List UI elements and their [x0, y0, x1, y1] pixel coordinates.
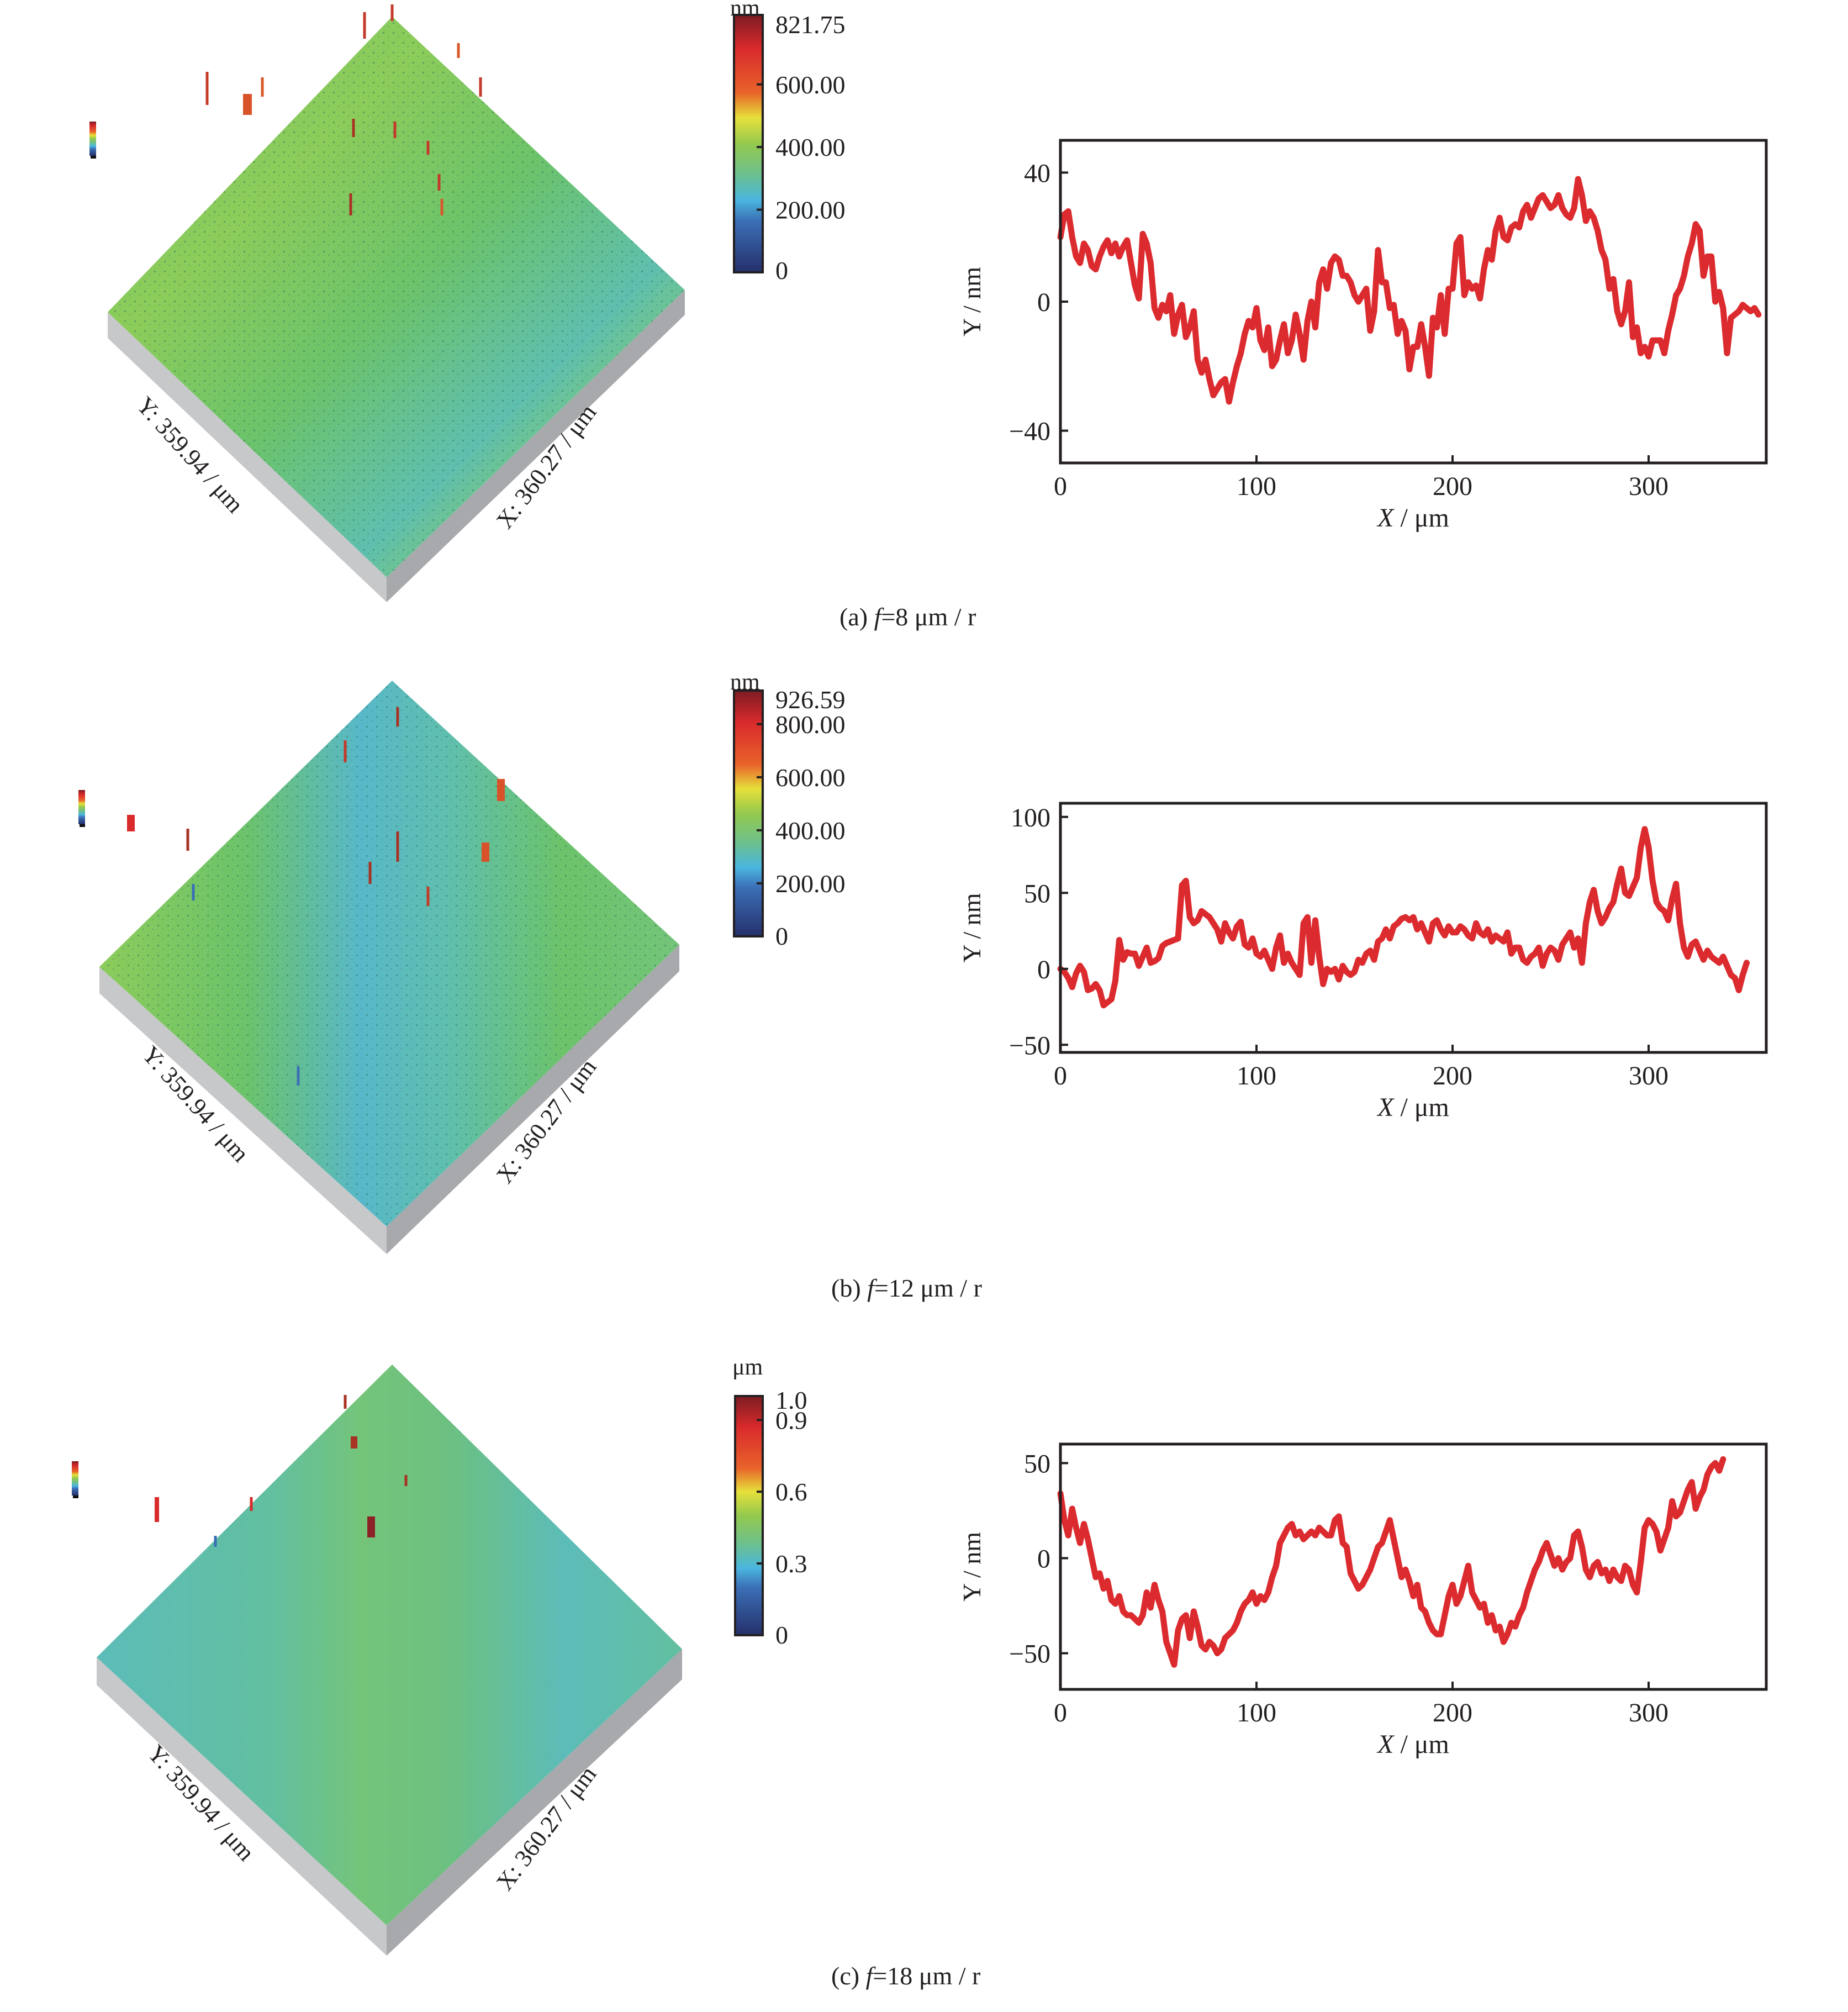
x-tick-label: 100	[1237, 1698, 1276, 1727]
y-axis-label: Y / nm	[958, 267, 986, 336]
surface-left-side	[108, 312, 387, 602]
colorbar-tick-label: 400.00	[775, 817, 846, 845]
y-tick-label: −40	[1009, 417, 1050, 446]
x-tick-label: 200	[1433, 472, 1472, 501]
plot-frame	[1059, 802, 1768, 1054]
y-tick-label: 40	[1024, 159, 1050, 188]
colorbar-tick-label: 800.00	[775, 710, 846, 739]
surface-peaks	[205, 4, 482, 215]
colorbar-gradient	[733, 689, 764, 937]
x-axis-label: X / μm	[1376, 1730, 1449, 1759]
surface-texture	[99, 681, 679, 1226]
panel-b: Y: 359.94 / μm X: 360.27 / μm nm 800.00 6…	[0, 674, 1848, 1326]
colorbar-min-label: 0	[775, 256, 788, 285]
x-tick-label: 0	[1054, 472, 1067, 501]
x-tick-label: 0	[1054, 1061, 1067, 1091]
x-tick-label: 300	[1629, 472, 1669, 501]
x-tick-label: 300	[1629, 1061, 1669, 1091]
surface-3d-plot: Y: 359.94 / μm X: 360.27 / μm	[78, 681, 679, 1254]
plot-frame	[1059, 1442, 1768, 1691]
y-tick-label: 50	[1024, 1449, 1050, 1478]
y-tick-label: 0	[1037, 288, 1050, 317]
surface-right-side	[387, 290, 685, 602]
colorbar-min-label: 0	[775, 1621, 788, 1649]
colorbar-max-label: 926.59	[775, 686, 846, 714]
figure-caption: (b) f=12 μm / r	[831, 1274, 982, 1302]
y-axis-label: Y / nm	[958, 893, 986, 962]
colorbar-ticks: 600.00 400.00 200.00	[757, 71, 846, 224]
surface-left-side	[99, 967, 387, 1254]
surface-right-side	[387, 945, 679, 1254]
x-tick-label: 100	[1237, 1061, 1276, 1091]
x-tick-label: 200	[1433, 1061, 1472, 1091]
colorbar-ticks: 800.00 600.00 400.00 200.00	[757, 710, 846, 898]
colorbar-min-label: 0	[775, 922, 788, 950]
surface-peaks	[155, 1395, 408, 1547]
colorbar-tick-label: 0.6	[775, 1478, 807, 1506]
panel-a: Y: 359.94 / μm X: 360.27 / μm nm 600.00 4…	[0, 0, 1848, 652]
colorbar-max-label: 1.0	[775, 1386, 807, 1414]
x-tick-label: 300	[1629, 1698, 1669, 1727]
colorbar-unit: μm	[732, 1355, 763, 1380]
y-tick-label: 0	[1037, 1545, 1050, 1574]
surface-3d-plot: Y: 359.94 / μm X: 360.27 / μm	[89, 4, 685, 602]
figure-caption: (c) f=18 μm / r	[831, 1962, 981, 1990]
surface-texture	[108, 17, 685, 577]
mini-colorbar	[72, 1461, 78, 1498]
colorbar-tick-label: 200.00	[775, 870, 846, 898]
colorbar-max-label: 821.75	[775, 10, 846, 39]
colorbar-tick-label: 600.00	[775, 71, 846, 99]
colorbar-gradient	[734, 1395, 764, 1636]
x-tick-label: 200	[1433, 1698, 1472, 1727]
colorbar-tick-label: 600.00	[775, 763, 846, 792]
colorbar-tick-label: 400.00	[775, 133, 846, 161]
colorbar-ticks: 0.9 0.6 0.3	[757, 1406, 807, 1578]
profile-line	[1057, 826, 1750, 1009]
mini-colorbar	[78, 790, 85, 827]
colorbar-gradient	[733, 14, 764, 273]
y-tick-label: 50	[1024, 879, 1050, 908]
surface-left-side	[97, 1657, 387, 1956]
mini-colorbar	[89, 122, 96, 159]
profile-line	[1057, 176, 1762, 405]
surface-right-side	[387, 1649, 682, 1956]
colorbar-tick-label: 0.3	[775, 1550, 807, 1578]
y-tick-label: −50	[1009, 1031, 1050, 1060]
x-tick-label: 0	[1054, 1698, 1067, 1727]
surface-peaks	[127, 707, 505, 1086]
x-tick-label: 100	[1237, 472, 1276, 501]
surface-3d-plot: Y: 359.94 / μm X: 360.27 / μm	[72, 1365, 682, 1956]
y-tick-label: −50	[1009, 1640, 1050, 1669]
colorbar: μm 0.9 0.6 0.3 1.0 0	[732, 1355, 807, 1649]
x-axis-label: X / μm	[1376, 503, 1449, 533]
y-axis-label: Y / nm	[958, 1532, 986, 1602]
colorbar-tick-label: 200.00	[775, 196, 846, 224]
y-tick-label: 100	[1011, 803, 1050, 833]
figure-caption: (a) f=8 μm / r	[839, 603, 976, 631]
panel-c: Y: 359.94 / μm X: 360.27 / μm μm 0.9 0.6 0…	[0, 1348, 1848, 2012]
colorbar-tick-label: 0.9	[775, 1406, 807, 1434]
x-axis-label: X / μm	[1376, 1093, 1449, 1122]
y-tick-label: 0	[1037, 955, 1050, 984]
profile-line	[1057, 1456, 1726, 1668]
surface-top	[97, 1365, 682, 1925]
